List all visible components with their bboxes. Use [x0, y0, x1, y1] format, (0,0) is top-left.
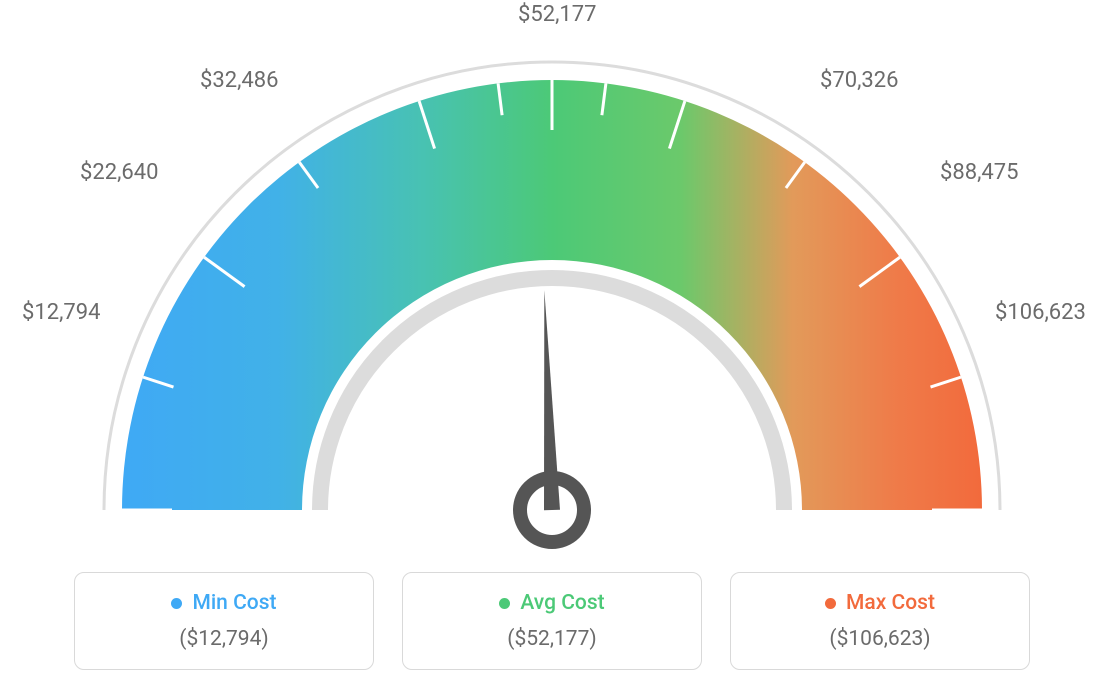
legend-card-avg: Avg Cost ($52,177): [402, 572, 702, 670]
gauge-svg: [0, 30, 1104, 550]
gauge-tick-label: $52,177: [518, 2, 597, 27]
gauge-chart: $12,794 $22,640 $32,486 $52,177 $70,326 $88,4…: [0, 0, 1104, 540]
legend-value-avg: ($52,177): [507, 627, 596, 651]
legend-row: Min Cost ($12,794) Avg Cost ($52,177) Ma…: [0, 572, 1104, 670]
legend-value-max: ($106,623): [829, 627, 930, 651]
gauge-tick-label: $22,640: [80, 160, 159, 185]
legend-card-max: Max Cost ($106,623): [730, 572, 1030, 670]
legend-dot-min: [171, 598, 182, 609]
gauge-tick-label: $88,475: [940, 160, 1019, 185]
gauge-tick-label: $32,486: [200, 68, 279, 93]
legend-value-min: ($12,794): [179, 627, 268, 651]
legend-title-avg: Avg Cost: [499, 591, 604, 615]
legend-title-min: Min Cost: [171, 591, 276, 615]
legend-dot-avg: [499, 598, 510, 609]
gauge-tick-label: $12,794: [22, 300, 101, 325]
legend-title-text-max: Max Cost: [846, 591, 935, 615]
legend-card-min: Min Cost ($12,794): [74, 572, 374, 670]
legend-dot-max: [825, 598, 836, 609]
legend-title-text-min: Min Cost: [192, 591, 276, 615]
legend-title-max: Max Cost: [825, 591, 935, 615]
legend-title-text-avg: Avg Cost: [520, 591, 604, 615]
gauge-tick-label: $106,623: [995, 300, 1086, 325]
gauge-tick-label: $70,326: [820, 68, 899, 93]
